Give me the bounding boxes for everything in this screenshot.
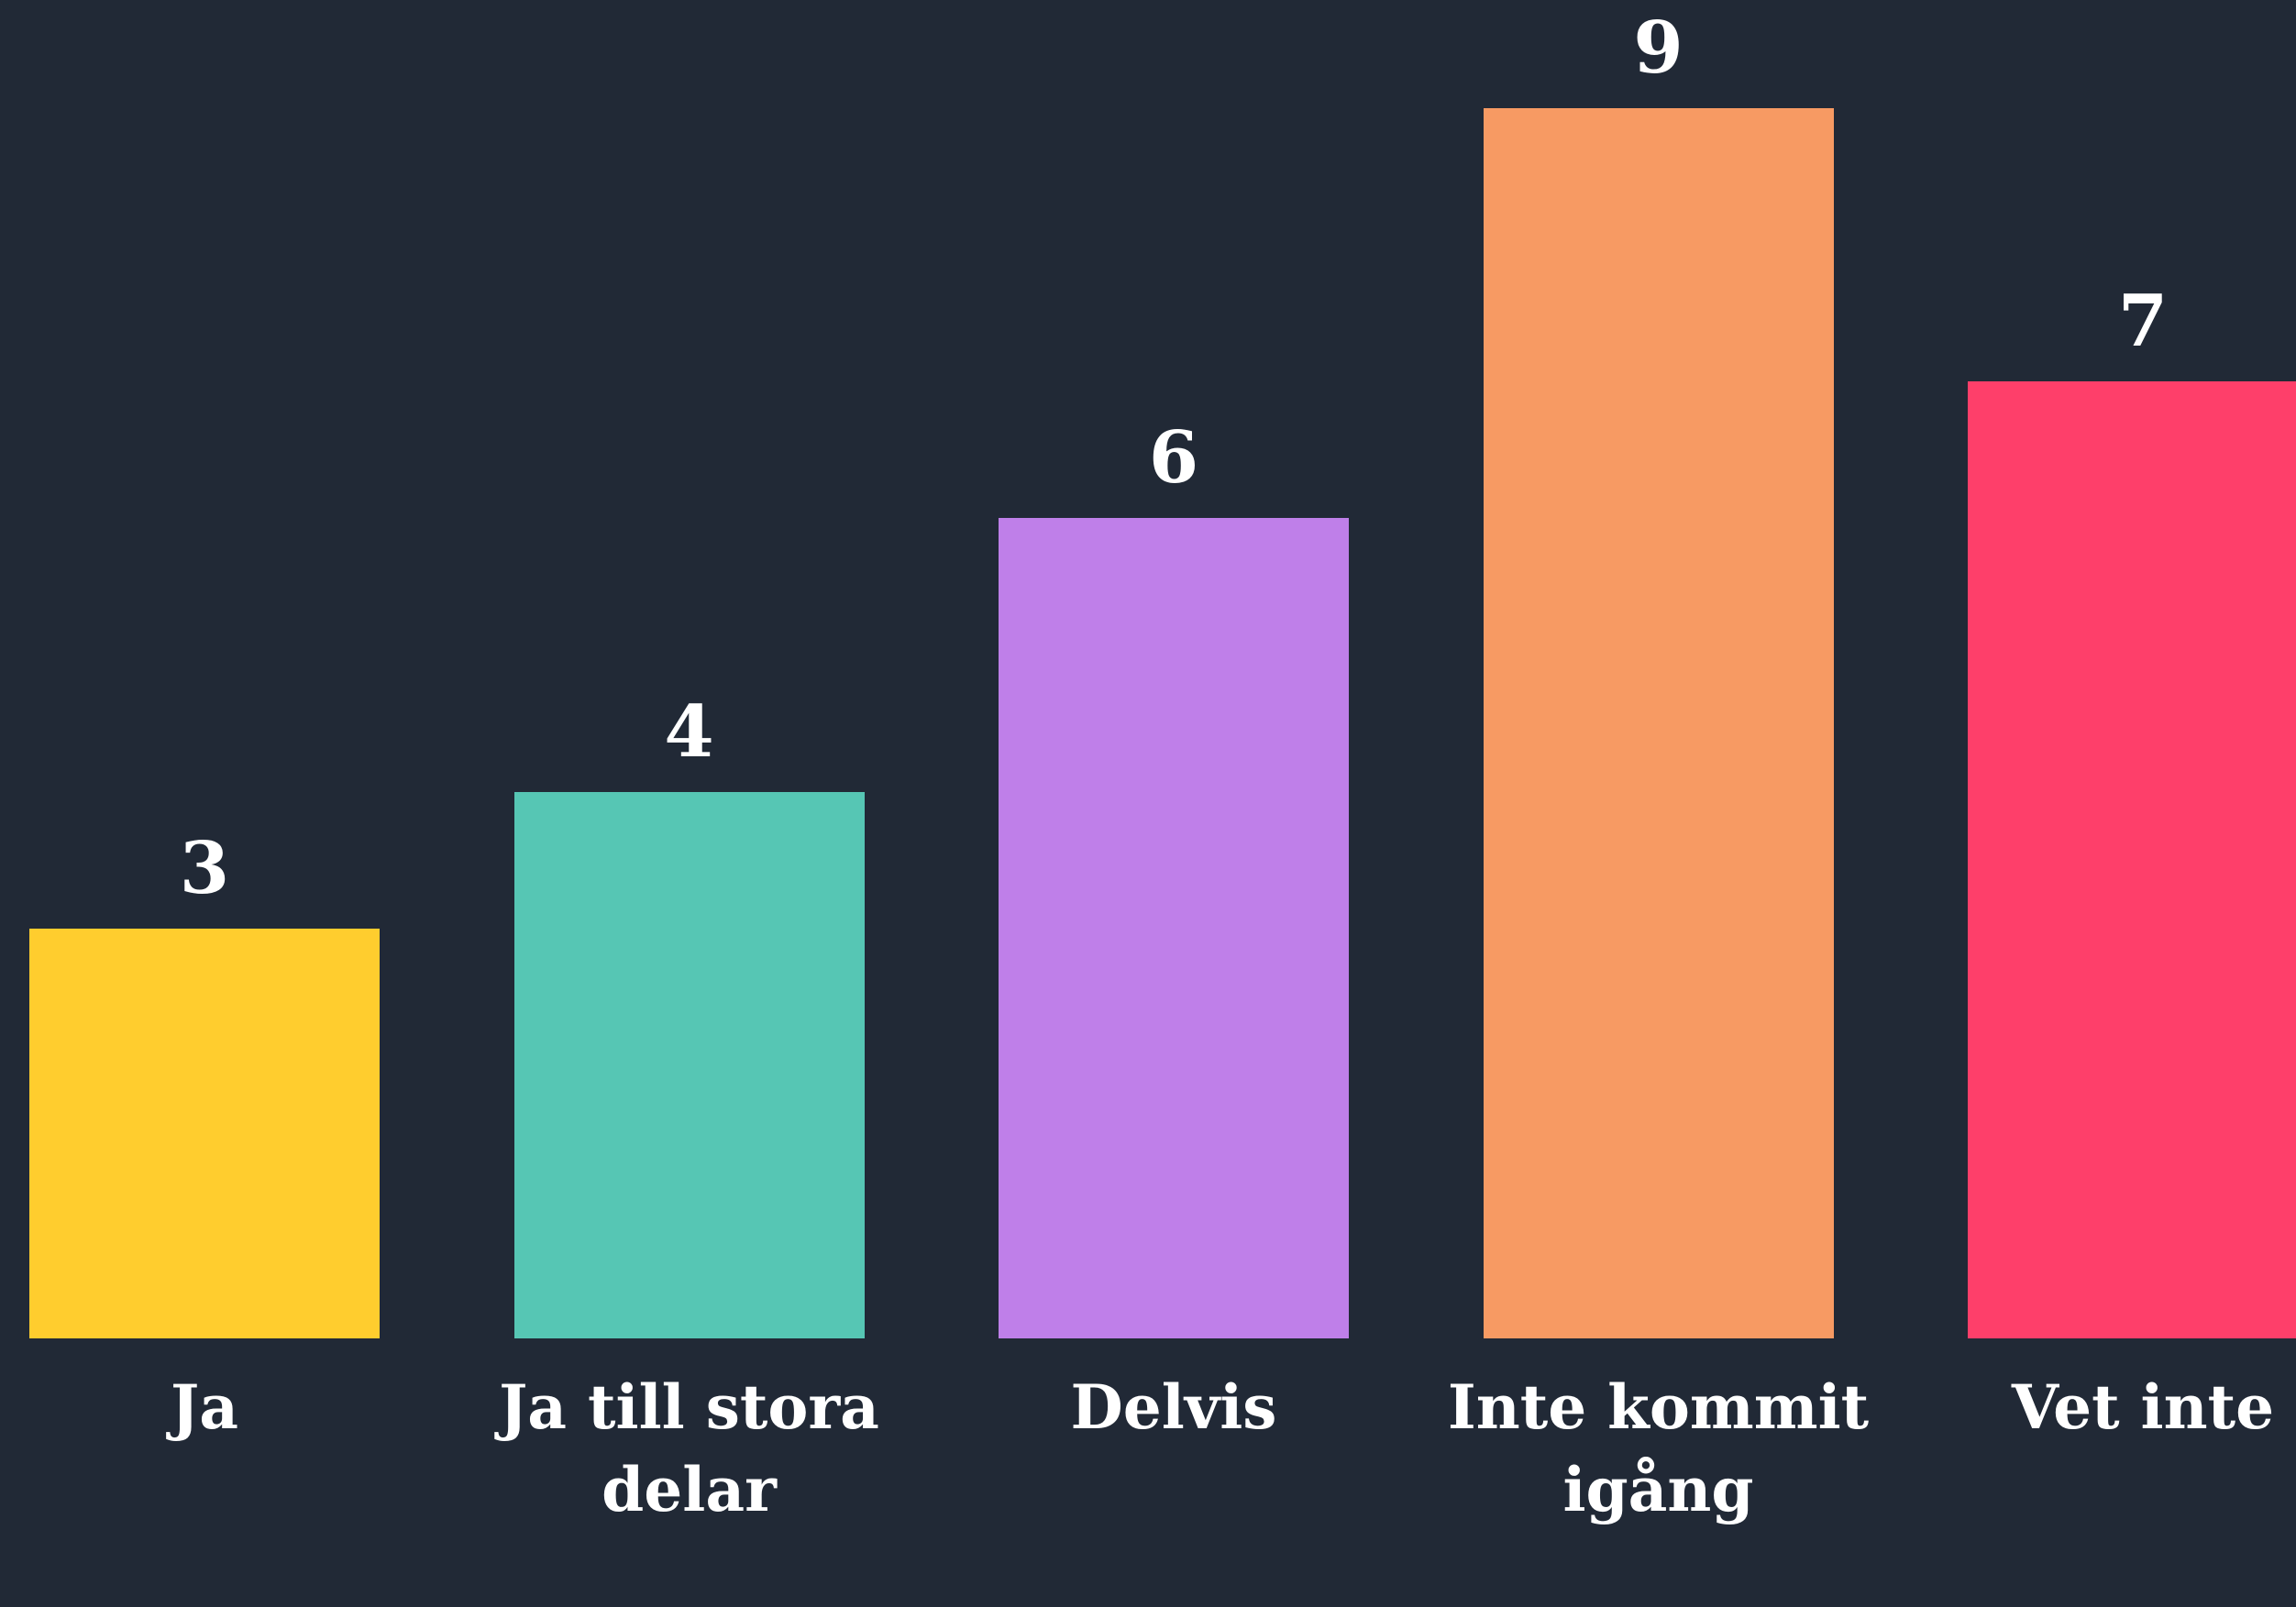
bar (29, 928, 380, 1338)
value-label: 9 (1633, 6, 1683, 90)
value-label: 4 (664, 689, 714, 774)
category-label: Inte kommit igång (1447, 1371, 1870, 1525)
bar (1483, 108, 1834, 1338)
bar (1968, 381, 2296, 1338)
value-label: 7 (2117, 280, 2169, 364)
value-label: 3 (179, 826, 230, 910)
category-label: Ja (171, 1371, 238, 1443)
category-label: Delvis (1070, 1371, 1277, 1443)
category-label: Vet inte (2011, 1371, 2275, 1443)
bar (513, 791, 865, 1338)
bar (999, 518, 1349, 1338)
value-label: 6 (1148, 416, 1199, 501)
category-label: Ja till stora delar (499, 1371, 879, 1525)
